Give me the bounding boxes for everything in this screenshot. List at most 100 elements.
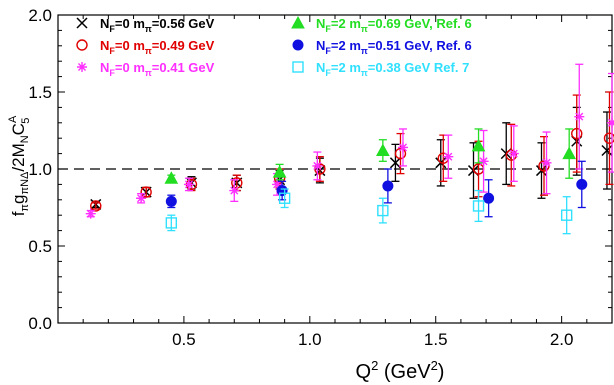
x-axis-label-base: Q: [356, 361, 372, 383]
legend-entry-1: NF=0 mπ=0.49 GeV: [100, 38, 215, 56]
y-tick-label: 0.0: [28, 314, 52, 333]
x-tick-label: 2.0: [550, 330, 574, 349]
data-point: [140, 186, 152, 198]
data-point: [394, 147, 407, 160]
x-axis-label-sup: 2: [371, 358, 378, 373]
legend-text-part: N: [100, 16, 109, 31]
series-3: [164, 128, 577, 184]
data-point: [90, 200, 102, 212]
legend-text-part: π: [145, 46, 152, 56]
legend-text-part: =0.51 GeV, Ref. 6: [368, 38, 472, 53]
legend-entry-0: NF=0 mπ=0.56 GeV: [100, 16, 215, 34]
y-label-c-sup: A: [7, 115, 19, 123]
x-axis-label-unit: (GeV: [378, 361, 431, 383]
data-point: [229, 185, 240, 196]
legend-entry-3: NF=2 mπ=0.69 GeV, Ref. 6: [316, 16, 472, 34]
data-point: [136, 193, 147, 204]
legend-text-part: F: [109, 46, 115, 56]
y-label-mid-sub: N: [19, 135, 31, 143]
data-point: [85, 208, 96, 219]
legend-marker-5: [292, 61, 304, 73]
legend-text-part: N: [316, 38, 325, 53]
y-tick-label: 0.5: [28, 237, 52, 256]
x-tick-label: 1.0: [298, 330, 322, 349]
series-2: [85, 63, 614, 219]
y-label-c-sub: 5: [20, 118, 32, 124]
y-tick-label: 1.0: [28, 160, 52, 179]
legend-text-part: =0.49 GeV: [152, 38, 215, 53]
data-point: [276, 185, 288, 197]
data-point: [478, 156, 489, 167]
y-tick-label: 1.5: [28, 83, 52, 102]
legend-text-part: =0.56 GeV: [152, 16, 215, 31]
legend-text-part: π: [145, 68, 152, 78]
legend-text-part: π: [361, 24, 368, 34]
x-tick-label: 0.5: [172, 330, 196, 349]
y-label-f-sub: π: [19, 204, 31, 212]
legend-text-part: N: [100, 38, 109, 53]
legend-text-part: F: [109, 24, 115, 34]
data-point: [607, 117, 614, 128]
data-point: [397, 142, 408, 153]
legend-text-part: =0.38 GeV Ref. 7: [368, 60, 470, 75]
data-point: [278, 192, 291, 204]
axis-ticks-group: 0.0 0.5 1.0 1.5 2.0 0.5 1.0 1.5 2.0: [28, 6, 612, 349]
series-0: [90, 106, 613, 210]
data-point: [165, 195, 177, 207]
data-point: [574, 111, 585, 122]
data-point: [508, 148, 519, 159]
data-point: [471, 138, 486, 152]
legend-text-part: N: [100, 60, 109, 75]
legend-text-part: N: [316, 60, 325, 75]
legend-marker-3: [291, 15, 305, 29]
y-label-f: f: [9, 211, 28, 216]
legend-text-part: =2 m: [331, 38, 361, 53]
legend-text-part: π: [145, 24, 152, 34]
data-point: [376, 143, 390, 157]
y-label-g-sub: πNΔ: [19, 171, 31, 195]
data-point: [601, 144, 613, 157]
legend-text-part: π: [361, 46, 368, 56]
x-tick-label: 1.5: [424, 330, 448, 349]
legend-entry-2: NF=0 mπ=0.41 GeV: [100, 60, 215, 78]
legend-text-part: =2 m: [331, 16, 361, 31]
x-axis-label-unit-sup: 2: [431, 358, 438, 373]
legend-entry-5: NF=2 mπ=0.38 GeV Ref. 7: [316, 60, 469, 78]
series-5: [165, 188, 573, 235]
legend-text-part: F: [325, 46, 331, 56]
legend-text-part: F: [109, 68, 115, 78]
y-label-g: g: [9, 195, 28, 204]
data-point: [603, 132, 614, 144]
data-point: [389, 157, 401, 169]
legend-text-part: F: [325, 24, 331, 34]
data-point: [541, 157, 552, 168]
y-axis-label: fπgπNΔ/2MNCA5: [7, 115, 32, 216]
data-point: [560, 209, 573, 221]
legend-marker-0: [76, 17, 88, 29]
y-label-c: C: [9, 123, 28, 135]
data-point: [312, 160, 323, 171]
data-point: [183, 179, 194, 190]
x-axis-label: Q2 (GeV2): [356, 358, 445, 383]
legend-text-part: =0 m: [115, 60, 145, 75]
legend-text-part: =0 m: [115, 16, 145, 31]
series-4: [165, 160, 588, 218]
legend-text-part: =0.41 GeV: [152, 60, 215, 75]
data-point: [272, 165, 287, 178]
data-point: [443, 151, 454, 162]
legend-marker-1: [76, 39, 88, 51]
series-group: [85, 63, 614, 235]
data-point: [562, 146, 577, 160]
data-point: [377, 204, 389, 217]
series-1: [90, 91, 614, 212]
data-point: [483, 192, 495, 204]
data-point: [571, 127, 583, 140]
data-point: [165, 217, 178, 229]
legend-text-part: =0 m: [115, 38, 145, 53]
legend-text-part: =2 m: [331, 60, 361, 75]
y-label-mid: /2M: [9, 143, 28, 171]
data-point: [164, 171, 179, 184]
